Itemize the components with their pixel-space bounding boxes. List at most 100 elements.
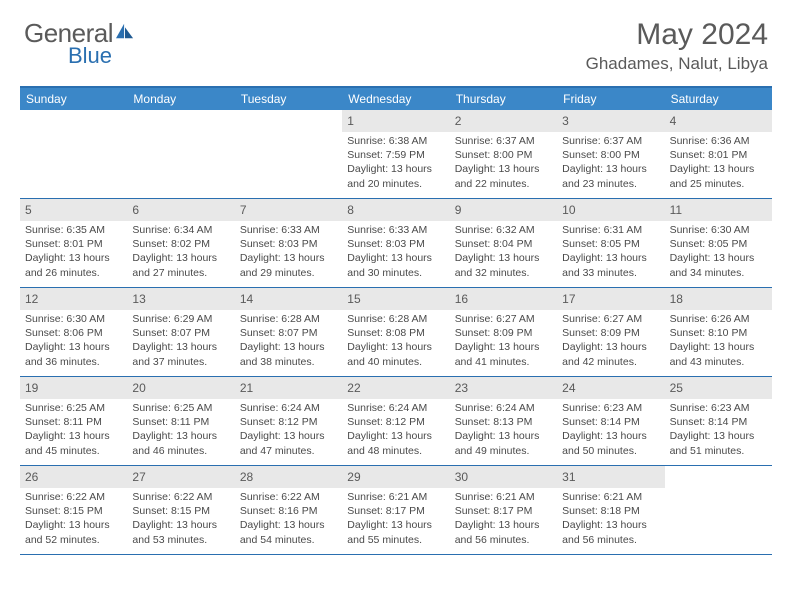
- sunset-text: Sunset: 8:11 PM: [132, 415, 229, 429]
- sunrise-text: Sunrise: 6:24 AM: [240, 401, 337, 415]
- sunset-text: Sunset: 8:18 PM: [562, 504, 659, 518]
- day-info: Sunrise: 6:35 AMSunset: 8:01 PMDaylight:…: [25, 223, 122, 280]
- daylight-text: Daylight: 13 hours and 51 minutes.: [670, 429, 767, 457]
- logo-text-blue: Blue: [68, 43, 112, 69]
- day-num-band: 5: [20, 199, 127, 221]
- day-number: 22: [347, 381, 360, 395]
- day-number: 12: [25, 292, 38, 306]
- day-number: 18: [670, 292, 683, 306]
- sunrise-text: Sunrise: 6:26 AM: [670, 312, 767, 326]
- day-header-tuesday: Tuesday: [235, 88, 342, 110]
- daylight-text: Daylight: 13 hours and 50 minutes.: [562, 429, 659, 457]
- sunrise-text: Sunrise: 6:27 AM: [562, 312, 659, 326]
- day-info: Sunrise: 6:21 AMSunset: 8:17 PMDaylight:…: [455, 490, 552, 547]
- day-cell: 4Sunrise: 6:36 AMSunset: 8:01 PMDaylight…: [665, 110, 772, 198]
- day-num-band: 17: [557, 288, 664, 310]
- day-info: Sunrise: 6:27 AMSunset: 8:09 PMDaylight:…: [562, 312, 659, 369]
- day-number: 15: [347, 292, 360, 306]
- day-cell: 7 Sunrise: 6:33 AMSunset: 8:03 PMDaylight…: [235, 199, 342, 287]
- sunrise-text: Sunrise: 6:25 AM: [25, 401, 122, 415]
- sunset-text: Sunset: 8:14 PM: [670, 415, 767, 429]
- daylight-text: Daylight: 13 hours and 25 minutes.: [670, 162, 767, 190]
- sunrise-text: Sunrise: 6:24 AM: [347, 401, 444, 415]
- week-row: 5Sunrise: 6:35 AMSunset: 8:01 PMDaylight…: [20, 199, 772, 288]
- sunrise-text: Sunrise: 6:30 AM: [670, 223, 767, 237]
- day-info: Sunrise: 6:24 AMSunset: 8:13 PMDaylight:…: [455, 401, 552, 458]
- day-num-band: 19: [20, 377, 127, 399]
- day-info: Sunrise: 6:22 AMSunset: 8:16 PMDaylight:…: [240, 490, 337, 547]
- daylight-text: Daylight: 13 hours and 48 minutes.: [347, 429, 444, 457]
- day-cell: 10Sunrise: 6:31 AMSunset: 8:05 PMDayligh…: [557, 199, 664, 287]
- sunrise-text: Sunrise: 6:28 AM: [347, 312, 444, 326]
- sunrise-text: Sunrise: 6:37 AM: [562, 134, 659, 148]
- daylight-text: Daylight: 13 hours and 56 minutes.: [455, 518, 552, 546]
- sunrise-text: Sunrise: 6:30 AM: [25, 312, 122, 326]
- day-info: Sunrise: 6:22 AMSunset: 8:15 PMDaylight:…: [25, 490, 122, 547]
- day-number: 1: [347, 114, 354, 128]
- day-header-sunday: Sunday: [20, 88, 127, 110]
- logo: GeneralBlue: [24, 18, 135, 69]
- day-cell: 3Sunrise: 6:37 AMSunset: 8:00 PMDaylight…: [557, 110, 664, 198]
- day-num-band: 29: [342, 466, 449, 488]
- day-cell: 19Sunrise: 6:25 AMSunset: 8:11 PMDayligh…: [20, 377, 127, 465]
- sunset-text: Sunset: 8:09 PM: [562, 326, 659, 340]
- sunrise-text: Sunrise: 6:36 AM: [670, 134, 767, 148]
- day-info: Sunrise: 6:23 AMSunset: 8:14 PMDaylight:…: [562, 401, 659, 458]
- day-number: 4: [670, 114, 677, 128]
- day-num-band: 26: [20, 466, 127, 488]
- day-number: 13: [132, 292, 145, 306]
- day-number: 28: [240, 470, 253, 484]
- day-cell: [235, 110, 342, 198]
- day-num-band: 23: [450, 377, 557, 399]
- sunrise-text: Sunrise: 6:22 AM: [25, 490, 122, 504]
- sunset-text: Sunset: 8:16 PM: [240, 504, 337, 518]
- daylight-text: Daylight: 13 hours and 29 minutes.: [240, 251, 337, 279]
- daylight-text: Daylight: 13 hours and 55 minutes.: [347, 518, 444, 546]
- day-num-band: 11: [665, 199, 772, 221]
- day-num-band: 1: [342, 110, 449, 132]
- day-number: 7: [240, 203, 247, 217]
- sunset-text: Sunset: 8:04 PM: [455, 237, 552, 251]
- day-number: 17: [562, 292, 575, 306]
- daylight-text: Daylight: 13 hours and 30 minutes.: [347, 251, 444, 279]
- day-number: 31: [562, 470, 575, 484]
- sunset-text: Sunset: 8:12 PM: [347, 415, 444, 429]
- day-cell: 5Sunrise: 6:35 AMSunset: 8:01 PMDaylight…: [20, 199, 127, 287]
- day-cell: 23Sunrise: 6:24 AMSunset: 8:13 PMDayligh…: [450, 377, 557, 465]
- day-num-band: 21: [235, 377, 342, 399]
- day-cell: 25Sunrise: 6:23 AMSunset: 8:14 PMDayligh…: [665, 377, 772, 465]
- sunrise-text: Sunrise: 6:37 AM: [455, 134, 552, 148]
- sunset-text: Sunset: 8:03 PM: [240, 237, 337, 251]
- day-cell: 24Sunrise: 6:23 AMSunset: 8:14 PMDayligh…: [557, 377, 664, 465]
- sunrise-text: Sunrise: 6:33 AM: [240, 223, 337, 237]
- daylight-text: Daylight: 13 hours and 40 minutes.: [347, 340, 444, 368]
- daylight-text: Daylight: 13 hours and 34 minutes.: [670, 251, 767, 279]
- daylight-text: Daylight: 13 hours and 52 minutes.: [25, 518, 122, 546]
- day-cell: [20, 110, 127, 198]
- sunrise-text: Sunrise: 6:21 AM: [562, 490, 659, 504]
- sunset-text: Sunset: 8:10 PM: [670, 326, 767, 340]
- sunset-text: Sunset: 8:12 PM: [240, 415, 337, 429]
- sunrise-text: Sunrise: 6:31 AM: [562, 223, 659, 237]
- daylight-text: Daylight: 13 hours and 36 minutes.: [25, 340, 122, 368]
- day-info: Sunrise: 6:24 AMSunset: 8:12 PMDaylight:…: [347, 401, 444, 458]
- calendar: SundayMondayTuesdayWednesdayThursdayFrid…: [20, 86, 772, 555]
- sunrise-text: Sunrise: 6:23 AM: [562, 401, 659, 415]
- day-cell: 18Sunrise: 6:26 AMSunset: 8:10 PMDayligh…: [665, 288, 772, 376]
- day-cell: 8Sunrise: 6:33 AMSunset: 8:03 PMDaylight…: [342, 199, 449, 287]
- day-cell: 14Sunrise: 6:28 AMSunset: 8:07 PMDayligh…: [235, 288, 342, 376]
- daylight-text: Daylight: 13 hours and 22 minutes.: [455, 162, 552, 190]
- day-num-band: 3: [557, 110, 664, 132]
- day-number: 25: [670, 381, 683, 395]
- day-num-band: 27: [127, 466, 234, 488]
- sunset-text: Sunset: 8:09 PM: [455, 326, 552, 340]
- sunset-text: Sunset: 8:00 PM: [455, 148, 552, 162]
- sunset-text: Sunset: 8:15 PM: [132, 504, 229, 518]
- day-cell: 6Sunrise: 6:34 AMSunset: 8:02 PMDaylight…: [127, 199, 234, 287]
- daylight-text: Daylight: 13 hours and 53 minutes.: [132, 518, 229, 546]
- day-num-band: 24: [557, 377, 664, 399]
- day-cell: 22 Sunrise: 6:24 AMSunset: 8:12 PMDayligh…: [342, 377, 449, 465]
- sunset-text: Sunset: 8:13 PM: [455, 415, 552, 429]
- sunrise-text: Sunrise: 6:32 AM: [455, 223, 552, 237]
- sunset-text: Sunset: 8:05 PM: [670, 237, 767, 251]
